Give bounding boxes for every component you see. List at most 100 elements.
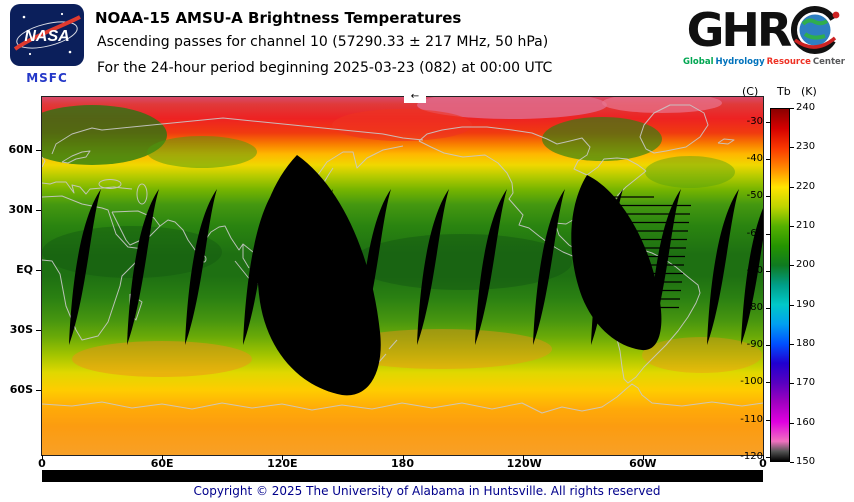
nasa-logo-block: NASA MSFC <box>10 4 84 85</box>
mediterranean-europe-coastline <box>42 181 133 195</box>
colorbar-celsius-label: -40 <box>746 153 763 165</box>
lon-tick-label: 120W <box>506 457 542 470</box>
colorbar-celsius-tick <box>766 419 770 421</box>
lat-tick-label: 60S <box>9 383 33 396</box>
colorbar-title-tb: Tb <box>777 85 791 98</box>
lon-tick-label: 180 <box>391 457 414 470</box>
colorbar-celsius-label: -50 <box>746 190 763 202</box>
page-subtitle-period: For the 24-hour period beginning 2025-03… <box>97 60 553 76</box>
arabia-coastline <box>111 210 161 246</box>
colorbar-kelvin-label: 200 <box>796 259 816 271</box>
wide-gap-swath <box>571 175 662 351</box>
colorbar-celsius-tick <box>766 196 770 198</box>
ghrc-tagline-word: Hydrology <box>715 57 765 67</box>
lon-tick-label: 0 <box>38 457 46 470</box>
lat-tick-label: 30N <box>8 203 33 216</box>
colorbar-kelvin-tick <box>790 383 794 385</box>
thin-gap-swath <box>417 189 449 345</box>
lat-tick <box>36 210 41 211</box>
colorbar-title-kelvin: (K) <box>801 85 817 98</box>
lat-tick-label: 60N <box>8 143 33 156</box>
colorbar-kelvin-tick <box>790 265 794 267</box>
colorbar-title-celsius: (C) <box>742 85 759 98</box>
sumatra-coastline <box>234 260 252 282</box>
colorbar-kelvin-label: 180 <box>796 338 816 349</box>
north-america-arctic-coastline <box>418 126 647 176</box>
colorbar-kelvin-label: 170 <box>796 377 816 389</box>
lon-tick-label: 0 <box>759 457 767 470</box>
colorbar-celsius-tick <box>766 233 770 235</box>
thin-gap-swath <box>533 189 565 345</box>
temperature-anomaly-patches <box>42 97 762 377</box>
ghrc-tagline: Global Hydrology Resource Center <box>678 57 850 67</box>
orbit-direction-marker: ← <box>404 91 426 103</box>
ghrc-tagline-word: Resource <box>766 57 811 67</box>
colorbar-celsius-label: -100 <box>740 376 763 388</box>
lon-tick <box>42 455 43 460</box>
page-subtitle-channel: Ascending passes for channel 10 (57290.3… <box>97 34 549 50</box>
nasa-wordmark: NASA <box>24 28 69 45</box>
colorbar-kelvin-tick <box>790 186 794 188</box>
thin-gap-swath <box>475 189 507 345</box>
copyright-text: Copyright © 2025 The University of Alaba… <box>193 484 661 498</box>
colorbar-celsius-tick <box>766 270 770 272</box>
colorbar-celsius-tick <box>766 456 770 458</box>
lon-tick <box>642 455 644 460</box>
lon-tick <box>402 455 404 460</box>
ghrc-tagline-word: Center <box>812 57 845 67</box>
lat-tick <box>36 150 41 151</box>
colorbar-kelvin-label: 160 <box>796 416 816 428</box>
nasa-meatball-icon: NASA <box>10 4 84 66</box>
colorbar-celsius-tick <box>766 308 770 309</box>
lat-tick <box>36 390 41 391</box>
baltic-coastline <box>61 150 91 164</box>
colorbar-celsius-label: -70 <box>746 264 763 276</box>
colorbar-celsius-tick <box>766 382 770 384</box>
lon-tick-label: 60E <box>150 457 174 470</box>
lat-tick-label: EQ <box>16 263 33 276</box>
lat-tick-label: 30S <box>9 323 33 336</box>
data-gap-swaths <box>69 155 763 396</box>
colorbar-kelvin-label: 220 <box>796 180 816 192</box>
colorbar-celsius-label: -80 <box>746 302 763 313</box>
thin-gap-swath <box>185 189 217 345</box>
colorbar-celsius-label: -110 <box>740 413 763 425</box>
colorbar-celsius-tick <box>766 122 770 123</box>
colorbar-celsius-tick <box>766 345 770 347</box>
colorbar-celsius-label: -120 <box>740 450 763 462</box>
colorbar-kelvin-tick <box>790 226 794 227</box>
lon-tick <box>763 455 764 460</box>
lon-tick-label: 120E <box>267 457 298 470</box>
lon-tick <box>282 455 284 460</box>
lon-tick-label: 60W <box>629 457 657 470</box>
colorbar-kelvin-label: 210 <box>796 220 816 231</box>
colorbar-kelvin-tick <box>790 147 794 149</box>
brightness-temperature-map <box>41 96 764 456</box>
thin-gap-swath <box>127 189 159 345</box>
colorbar-kelvin-tick <box>790 108 794 109</box>
colorbar-kelvin-label: 150 <box>796 456 816 467</box>
thin-gap-swath <box>69 189 101 345</box>
thin-gap-swath <box>707 189 739 345</box>
page-title: NOAA-15 AMSU-A Brightness Temperatures <box>95 9 462 27</box>
thin-gap-swath <box>741 208 763 345</box>
coastlines <box>42 104 763 414</box>
ghrc-logo: GHR Global Hydrology Resource Center <box>678 4 850 67</box>
black-sea <box>98 179 122 189</box>
colorbar-kelvin-label: 240 <box>796 102 816 113</box>
colorbar-celsius-label: -30 <box>746 116 763 127</box>
new-zealand-coastline <box>378 339 398 363</box>
colorbar-kelvin-tick <box>790 344 794 345</box>
scandinavia-arctic-coastline <box>51 117 424 155</box>
lat-tick <box>36 270 41 271</box>
greenland-coastline <box>639 104 709 154</box>
colorbar-celsius-tick <box>766 159 770 161</box>
ghrc-logo-letters: GHR <box>686 3 793 57</box>
antarctica-coastline <box>42 383 763 414</box>
temperature-colorbar <box>770 108 790 462</box>
ghrc-globe-c-icon <box>791 6 840 54</box>
colorbar-celsius-label: -60 <box>746 227 763 239</box>
msfc-label: MSFC <box>26 71 68 85</box>
colorbar-kelvin-label: 190 <box>796 298 816 310</box>
